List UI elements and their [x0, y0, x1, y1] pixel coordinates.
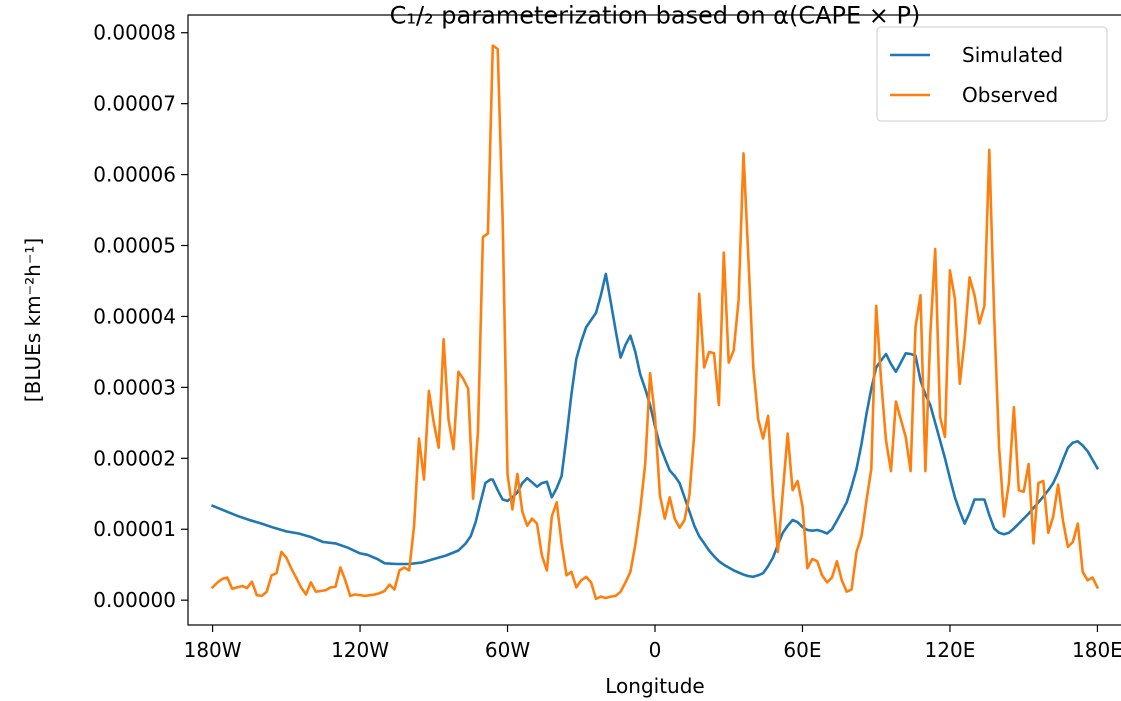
x-tick-label: 0: [649, 638, 662, 662]
plot-area: [210, 44, 1100, 601]
y-tick-label: 0.00002: [93, 446, 176, 470]
legend-label-observed: Observed: [962, 83, 1058, 107]
y-tick-label: 0.00001: [93, 517, 176, 541]
x-tick-label: 180W: [184, 638, 242, 662]
x-tick-label: 120W: [331, 638, 389, 662]
y-axis-label: [BLUEs km⁻²h⁻¹]: [21, 238, 45, 402]
y-tick-label: 0.00000: [93, 588, 176, 612]
x-tick-label: 180E: [1072, 638, 1121, 662]
legend: Simulated Observed: [876, 26, 1108, 122]
y-tick-label: 0.00007: [93, 92, 176, 116]
legend-box: [876, 26, 1108, 122]
series-line-simulated: [210, 272, 1100, 579]
x-tick-label: 60W: [485, 638, 530, 662]
x-axis: 180W 120W 60W 0 60E 120E 180E: [184, 625, 1121, 662]
legend-label-simulated: Simulated: [962, 43, 1063, 67]
y-tick-label: 0.00008: [93, 21, 176, 45]
x-tick-label: 60E: [783, 638, 821, 662]
y-tick-label: 0.00003: [93, 375, 176, 399]
y-tick-label: 0.00004: [93, 304, 176, 328]
y-tick-label: 0.00006: [93, 163, 176, 187]
y-tick-label: 0.00005: [93, 234, 176, 258]
y-axis: 0.00000 0.00001 0.00002 0.00003 0.00004 0.000…: [93, 21, 188, 612]
x-axis-label: Longitude: [605, 674, 704, 698]
x-tick-label: 120E: [925, 638, 976, 662]
series-line-observed: [210, 44, 1100, 601]
